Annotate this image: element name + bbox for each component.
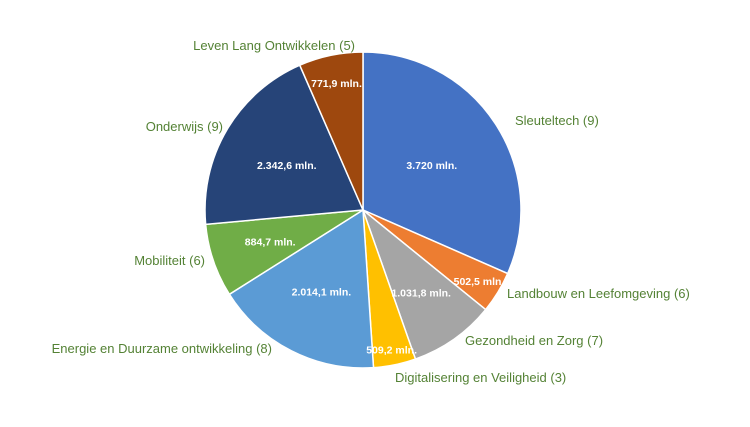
pie-slice-gezondheid-en-zorg xyxy=(361,207,487,360)
value-label-sleuteltech: 3.720 mln. xyxy=(406,160,457,172)
pie-slice-leven-lang-ontwikkelen xyxy=(298,51,364,211)
value-label-onderwijs: 2.342,6 mln. xyxy=(257,160,317,172)
pie-slice-sleuteltech xyxy=(362,51,522,275)
value-label-landbouw-en-leefomgeving: 502,5 mln. xyxy=(454,276,505,288)
value-label-leven-lang-ontwikkelen: 771,9 mln. xyxy=(311,78,362,90)
value-label-mobiliteit: 884,7 mln. xyxy=(245,237,296,249)
category-label-gezondheid-en-zorg: Gezondheid en Zorg (7) xyxy=(465,333,603,348)
value-label-digitalisering-en-veiligheid: 509,2 mln. xyxy=(366,344,417,356)
category-label-digitalisering-en-veiligheid: Digitalisering en Veiligheid (3) xyxy=(395,370,566,385)
value-label-gezondheid-en-zorg: 1.031,8 mln. xyxy=(391,288,451,300)
category-label-sleuteltech: Sleuteltech (9) xyxy=(515,113,599,128)
category-label-landbouw-en-leefomgeving: Landbouw en Leefomgeving (6) xyxy=(507,286,690,301)
category-label-energie-en-duurzame-ontwikkeling: Energie en Duurzame ontwikkeling (8) xyxy=(52,341,272,356)
category-label-leven-lang-ontwikkelen: Leven Lang Ontwikkelen (5) xyxy=(193,38,355,53)
value-label-energie-en-duurzame-ontwikkeling: 2.014,1 mln. xyxy=(292,287,352,299)
pie-slice-energie-en-duurzame-ontwikkeling xyxy=(228,208,375,369)
pie-slice-onderwijs xyxy=(204,64,365,226)
category-label-onderwijs: Onderwijs (9) xyxy=(146,119,223,134)
category-label-mobiliteit: Mobiliteit (6) xyxy=(134,253,205,268)
